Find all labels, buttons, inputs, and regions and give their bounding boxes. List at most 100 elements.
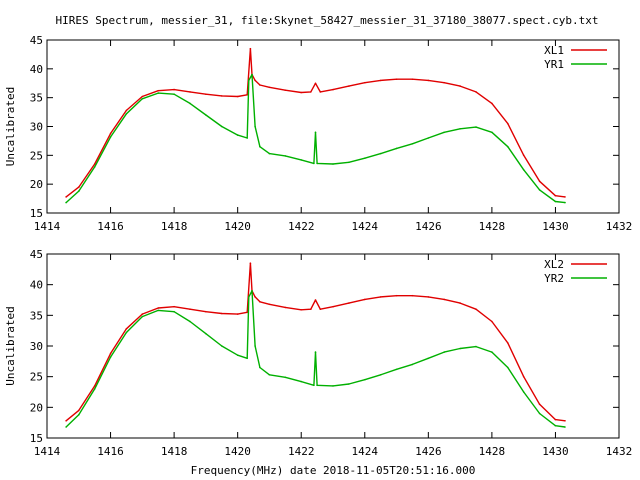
y-tick-label: 40 <box>30 63 43 76</box>
data-point-XL2 <box>284 306 287 309</box>
data-point-XL1 <box>189 91 191 93</box>
data-point-YR1 <box>221 125 223 128</box>
data-point-XL1 <box>109 132 112 135</box>
data-point-YR2 <box>522 391 525 393</box>
data-point-YR2 <box>248 296 250 298</box>
data-point-YR1 <box>564 201 566 204</box>
data-point-YR1 <box>259 145 261 148</box>
x-tick-label: 1426 <box>415 445 442 458</box>
data-point-XL1 <box>564 196 566 198</box>
data-point-YR1 <box>236 134 239 136</box>
data-point-XL1 <box>221 95 223 97</box>
data-point-YR1 <box>316 162 318 165</box>
data-point-YR1 <box>300 159 303 161</box>
data-point-YR2 <box>268 374 271 376</box>
data-point-YR1 <box>314 131 317 134</box>
data-point-XL2 <box>427 296 430 298</box>
data-point-XL2 <box>379 296 382 298</box>
y-tick-label: 25 <box>30 149 43 162</box>
series-line-XL1 <box>65 48 566 198</box>
data-point-XL2 <box>310 308 312 311</box>
data-point-YR1 <box>248 79 250 82</box>
data-point-XL2 <box>332 305 334 308</box>
data-point-XL2 <box>157 307 159 309</box>
data-point-XL1 <box>314 82 317 85</box>
data-point-XL2 <box>259 301 261 303</box>
data-point-YR1 <box>554 200 557 203</box>
data-point-YR1 <box>268 152 271 155</box>
data-point-XL1 <box>236 95 239 98</box>
data-point-YR2 <box>538 412 541 415</box>
x-tick-label: 1430 <box>542 445 569 458</box>
y-tick-label: 15 <box>30 207 43 220</box>
data-point-YR1 <box>284 155 287 157</box>
plot-frame <box>46 39 620 214</box>
x-tick-label: 1424 <box>352 445 379 458</box>
data-point-XL2 <box>348 302 350 304</box>
series-line-YR2 <box>65 290 566 428</box>
data-point-YR1 <box>78 190 80 192</box>
data-point-YR1 <box>313 162 315 165</box>
data-point-YR1 <box>251 73 253 76</box>
data-point-YR2 <box>93 388 96 390</box>
data-point-XL1 <box>443 81 446 84</box>
data-point-YR1 <box>538 189 541 191</box>
data-point-YR2 <box>313 384 315 387</box>
data-point-XL1 <box>475 91 477 93</box>
data-point-YR2 <box>221 345 223 347</box>
x-tick-label: 1420 <box>224 220 251 233</box>
data-point-YR1 <box>157 92 159 94</box>
data-point-XL1 <box>319 91 322 93</box>
data-point-YR1 <box>475 126 477 128</box>
data-point-XL1 <box>411 78 414 80</box>
data-point-YR1 <box>173 93 175 95</box>
data-point-XL1 <box>268 86 271 89</box>
data-point-XL2 <box>236 313 239 315</box>
data-point-XL2 <box>475 308 477 311</box>
x-tick-label: 1422 <box>288 220 315 233</box>
x-tick-label: 1414 <box>34 445 61 458</box>
data-point-YR2 <box>411 363 414 366</box>
data-point-XL2 <box>314 299 317 301</box>
data-point-XL2 <box>173 305 175 308</box>
data-point-XL1 <box>395 78 398 80</box>
data-point-YR2 <box>364 378 366 381</box>
data-point-XL2 <box>507 342 509 344</box>
data-point-XL1 <box>491 102 493 105</box>
data-point-XL2 <box>254 296 256 298</box>
data-point-YR1 <box>93 166 96 168</box>
data-point-YR2 <box>173 310 175 313</box>
x-tick-label: 1428 <box>479 220 506 233</box>
data-point-YR2 <box>236 354 239 357</box>
data-point-YR2 <box>284 376 287 379</box>
data-point-XL2 <box>189 308 191 311</box>
x-tick-label: 1416 <box>97 220 124 233</box>
data-point-XL2 <box>141 313 144 315</box>
x-tick-label: 1416 <box>97 445 124 458</box>
y-tick-label: 35 <box>30 92 43 105</box>
data-point-XL1 <box>65 196 67 198</box>
data-point-XL1 <box>554 194 557 197</box>
data-point-XL1 <box>538 180 541 183</box>
data-point-XL2 <box>411 294 414 297</box>
data-point-YR1 <box>109 136 112 138</box>
data-point-YR2 <box>205 332 207 335</box>
plot-frame <box>46 253 620 439</box>
data-point-YR1 <box>332 163 334 165</box>
data-point-XL2 <box>395 294 398 297</box>
data-point-YR2 <box>491 351 493 353</box>
data-point-XL2 <box>459 302 461 304</box>
data-point-YR1 <box>522 169 525 171</box>
data-point-XL1 <box>246 94 248 96</box>
data-point-XL1 <box>249 47 252 50</box>
data-point-YR1 <box>205 114 207 116</box>
data-point-XL2 <box>205 310 207 313</box>
x-tick-label: 1418 <box>161 445 188 458</box>
y-tick-label: 20 <box>30 178 43 191</box>
y-tick-label: 25 <box>30 371 43 384</box>
data-point-YR2 <box>300 380 303 383</box>
y-tick-label: 15 <box>30 432 43 445</box>
data-point-YR2 <box>141 315 144 318</box>
data-point-YR1 <box>491 131 493 134</box>
